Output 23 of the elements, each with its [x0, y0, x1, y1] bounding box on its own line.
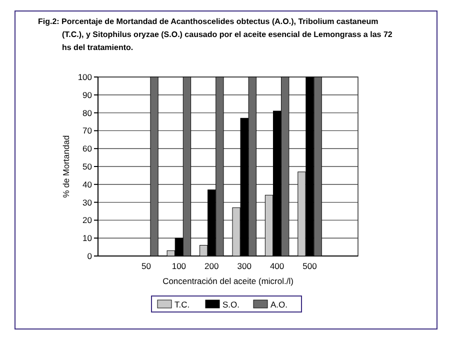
y-tick-label: 80 [82, 108, 92, 118]
x-axis-title: Concentración del aceite (microl./l) [162, 276, 294, 286]
legend-label: T.C. [174, 300, 190, 310]
y-tick-label: 50 [82, 161, 92, 172]
y-tick-label: 10 [82, 233, 92, 244]
y-tick-label: 40 [82, 179, 92, 190]
y-tick-label: 0 [87, 250, 92, 261]
x-tick-label: 100 [172, 261, 186, 271]
x-tick-label: 400 [270, 261, 284, 271]
y-tick-label: 30 [82, 197, 92, 208]
legend-label: A.O. [270, 300, 288, 310]
y-tick-label: 100 [78, 72, 92, 82]
x-tick-label: 300 [237, 261, 252, 271]
y-tick-label: 20 [82, 215, 92, 226]
x-tick-label: 500 [302, 261, 318, 271]
chart-title: Fig.2: Porcentaje de Mortandad de Acanthoscelides obtectus (A.O.), Tribolium castaneum (T.C.), y Sitophilus oryzae (S.O.) causado por el aceite esencial de Lemongrass a las 72 hs del tratamiento. [38, 17, 393, 52]
y-tick-label: 60 [82, 144, 92, 154]
y-axis-title: % de Mortandad [61, 135, 71, 198]
x-tick-label: 50 [142, 261, 152, 271]
x-tick-label: 200 [204, 261, 220, 271]
legend-label: S.O. [222, 300, 240, 310]
y-tick-label: 90 [82, 90, 92, 100]
y-tick-label: 70 [82, 126, 92, 136]
